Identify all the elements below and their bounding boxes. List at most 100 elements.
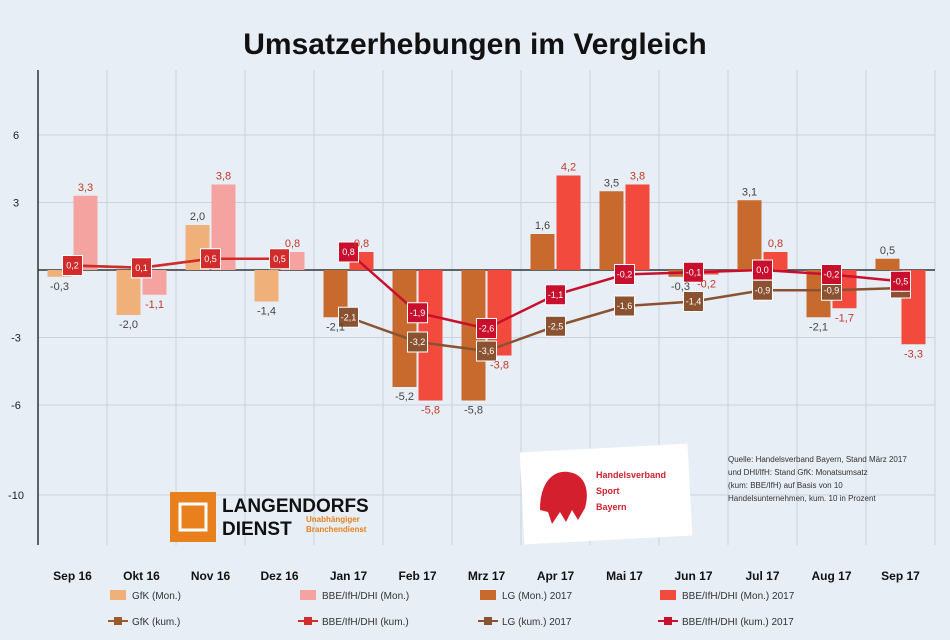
marker-label: -0,9: [755, 285, 771, 295]
legend-swatch-marker: [114, 617, 122, 625]
bar-label: -0,2: [697, 279, 716, 291]
source-note-line: Quelle: Handelsverband Bayern, Stand Mär…: [728, 455, 907, 464]
legend-label: BBE/IfH/DHI (kum.): [322, 617, 409, 628]
line-marker: [683, 291, 704, 312]
logo-emblem: [540, 471, 587, 524]
marker-label: 0,8: [342, 247, 355, 257]
bar: [625, 184, 650, 270]
chart-title: Umsatzerhebungen im Vergleich: [243, 28, 706, 61]
source-note-line: (kum: BBE/IfH) auf Basis von 10: [728, 481, 843, 490]
marker-label: -2,6: [479, 324, 495, 334]
x-tick-label: Sep 17: [881, 569, 920, 583]
marker-label: -0,5: [893, 276, 909, 286]
handelsverband-logo: Handelsverband Sport Bayern: [519, 443, 693, 545]
bar-label: 0,8: [354, 238, 369, 250]
line-marker: [614, 295, 635, 317]
grid: [37, 70, 936, 545]
bar: [47, 270, 72, 277]
legend-swatch: [300, 590, 316, 600]
x-tick-label: Dez 16: [260, 569, 298, 583]
line-marker: [752, 259, 773, 281]
line-marker: [62, 255, 83, 276]
marker-label: -0,9: [824, 285, 840, 295]
source-note-line: und DHI/IfH: Stand GfK: Monatsumsatz: [728, 468, 868, 477]
bar-label: -1,1: [145, 299, 164, 311]
legend-label: LG (Mon.) 2017: [502, 591, 572, 602]
bar-label: 1,6: [535, 220, 550, 232]
x-tick-label: Apr 17: [537, 569, 575, 583]
bars: [47, 175, 926, 401]
line-marker: [407, 331, 428, 353]
legend-label: BBE/IfH/DHI (kum.) 2017: [682, 617, 794, 628]
x-tick-label: Jan 17: [330, 569, 368, 583]
line-marker: [338, 241, 359, 263]
legend-label: LG (kum.) 2017: [502, 617, 572, 628]
line-marker: [683, 261, 704, 283]
logo-tagline: Branchendienst: [306, 525, 367, 534]
logo-icon-box: [170, 492, 216, 542]
line-marker: [476, 318, 497, 339]
bar-label: 0,5: [880, 245, 895, 257]
x-tick-label: Okt 16: [123, 569, 160, 583]
bar: [530, 234, 555, 270]
logo-text: DIENST: [222, 519, 292, 540]
marker-label: 0,2: [66, 261, 79, 271]
logo-text: Bayern: [596, 502, 627, 512]
marker-label: -2,1: [341, 312, 357, 322]
marker-label: -1,4: [686, 297, 702, 307]
legend-label: GfK (Mon.): [132, 591, 181, 602]
legend-label: BBE/IfH/DHI (Mon.): [322, 591, 409, 602]
y-tick-label: 6: [13, 130, 19, 142]
line-marker: [890, 270, 911, 292]
bar-label: -3,3: [904, 348, 923, 360]
bar-label: -0,3: [50, 281, 69, 293]
marker-label: -2,5: [548, 321, 564, 331]
bar: [392, 270, 417, 387]
series-line: [72, 257, 280, 270]
line-marker: [131, 257, 152, 279]
y-tick-label: 3: [13, 198, 19, 210]
x-tick-label: Aug 17: [811, 569, 851, 583]
bar-label: 3,5: [604, 177, 619, 189]
line-marker: [407, 302, 428, 324]
bar: [254, 270, 279, 302]
line-marker: [614, 264, 635, 285]
bar-label: 2,0: [190, 211, 205, 223]
bar: [737, 200, 762, 270]
bar: [875, 258, 900, 270]
marker-label: -0,2: [824, 270, 840, 280]
marker-label: -1,6: [617, 301, 633, 311]
y-tick-label: -6: [11, 400, 21, 412]
x-tick-label: Mrz 17: [468, 569, 506, 583]
bar-label: 3,8: [216, 171, 231, 183]
lines: 0,20,10,50,50,20,10,50,5-2,1-3,2-3,6-2,5…: [62, 241, 911, 362]
bar-label: -5,8: [421, 405, 440, 417]
bar-label: -2,1: [809, 321, 828, 333]
marker-label: -0,2: [617, 270, 633, 280]
bar-label: -1,7: [835, 312, 854, 324]
line-marker: [545, 284, 566, 306]
y-tick-label: -3: [11, 333, 21, 345]
bar-label: -2,0: [119, 319, 138, 331]
marker-label: 0,5: [273, 254, 286, 264]
bar-label: -3,8: [490, 360, 509, 372]
bar-label: -1,4: [257, 306, 276, 318]
marker-label: -0,1: [686, 267, 702, 277]
bar-label: 3,8: [630, 171, 645, 183]
source-note: Quelle: Handelsverband Bayern, Stand Mär…: [728, 455, 907, 503]
legend-swatch: [110, 590, 126, 600]
marker-label: -1,1: [548, 290, 564, 300]
x-tick-label: Jun 17: [674, 569, 712, 583]
bar-label: 3,1: [742, 186, 757, 198]
x-tick-label: Feb 17: [398, 569, 436, 583]
bar-label: 3,3: [78, 182, 93, 194]
bar-label: -5,8: [464, 405, 483, 417]
x-tick-label: Mai 17: [606, 569, 643, 583]
legend-label: BBE/IfH/DHI (Mon.) 2017: [682, 591, 795, 602]
marker-label: -1,9: [410, 308, 426, 318]
bar-label: 4,2: [561, 162, 576, 174]
x-tick-label: Sep 16: [53, 569, 92, 583]
